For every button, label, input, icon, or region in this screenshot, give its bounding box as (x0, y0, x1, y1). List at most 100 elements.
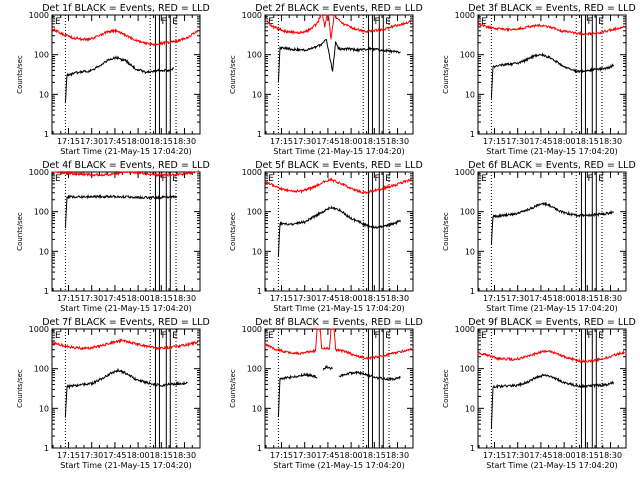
x-tick-label: 18:15 (576, 294, 599, 303)
x-axis-label: Start Time (21-May-15 17:04:20) (60, 461, 191, 470)
x-tick-label: 17:15 (270, 451, 293, 460)
y-tick-label: 10 (252, 90, 262, 99)
events-series-line (65, 196, 176, 229)
detector-panel: Det 5f BLACK = Events, RED = LLD 1 10 100 10… (229, 160, 423, 313)
x-tick-label: 18:15 (150, 451, 173, 460)
x-tick-label: 18:00 (553, 137, 576, 146)
x-axis-label: Start Time (21-May-15 17:04:20) (60, 147, 191, 156)
y-axis-label: Counts/sec (229, 55, 237, 94)
x-tick-label: 17:30 (80, 451, 103, 460)
x-tick-label: 18:00 (553, 294, 576, 303)
y-tick-label: 100 (247, 51, 262, 60)
y-tick-label: 1 (257, 130, 262, 139)
x-tick-label: 17:30 (293, 294, 316, 303)
y-tick-label: 1000 (455, 325, 475, 334)
y-tick-label: 1 (257, 287, 262, 296)
y-axis-label: Counts/sec (442, 369, 450, 408)
x-axis-label: Start Time (21-May-15 17:04:20) (486, 147, 617, 156)
y-tick-label: 1 (257, 444, 262, 453)
x-tick-label: 18:15 (576, 137, 599, 146)
lld-series-line (52, 28, 199, 46)
plot-frame (478, 15, 626, 134)
y-tick-label: 10 (252, 404, 262, 413)
marker-label: E (598, 17, 604, 27)
events-series-line (65, 57, 173, 104)
y-tick-label: 1000 (242, 325, 262, 334)
x-tick-label: 18:30 (173, 137, 196, 146)
events-series-line (278, 374, 317, 417)
x-tick-label: 18:30 (386, 137, 409, 146)
lld-series-line (478, 351, 625, 363)
detector-panel: Det 7f BLACK = Events, RED = LLD 1 10 100 10… (16, 317, 210, 470)
y-tick-label: 1 (44, 130, 49, 139)
x-tick-label: 17:45 (316, 451, 339, 460)
y-tick-label: 1000 (29, 168, 49, 177)
y-tick-label: 100 (34, 208, 49, 217)
x-tick-label: 18:30 (386, 451, 409, 460)
figure-canvas: Det 1f BLACK = Events, RED = LLD 1 10 100 10… (0, 0, 640, 480)
x-tick-label: 18:00 (340, 451, 363, 460)
panel-title: Det 6f BLACK = Events, RED = LLD (468, 160, 636, 171)
detector-panel: Det 4f BLACK = Events, RED = LLD11010010… (16, 160, 210, 313)
x-tick-label: 18:00 (127, 451, 150, 460)
y-tick-label: 100 (247, 365, 262, 374)
plot-frame (478, 172, 626, 291)
x-tick-label: 18:15 (576, 451, 599, 460)
y-tick-label: 1000 (242, 11, 262, 20)
x-tick-label: 18:30 (599, 294, 622, 303)
panel-title: Det 7f BLACK = Events, RED = LLD (42, 317, 210, 328)
y-tick-label: 100 (247, 208, 262, 217)
y-tick-label: 100 (34, 51, 49, 60)
y-tick-label: 10 (465, 90, 475, 99)
x-tick-label: 17:15 (483, 451, 506, 460)
events-series-line (323, 366, 332, 370)
y-axis-label: Counts/sec (442, 212, 450, 251)
y-tick-label: 100 (460, 208, 475, 217)
y-tick-label: 10 (465, 404, 475, 413)
marker-label: E (172, 17, 178, 27)
events-series-line (491, 374, 613, 428)
x-tick-label: 18:30 (386, 294, 409, 303)
x-tick-label: 18:00 (340, 294, 363, 303)
y-axis-label: Counts/sec (229, 369, 237, 408)
x-tick-label: 17:45 (529, 137, 552, 146)
y-axis-label: Counts/sec (16, 55, 24, 94)
x-tick-label: 18:00 (127, 294, 150, 303)
panel-title: Det 1f BLACK = Events, RED = LLD (42, 3, 210, 14)
detector-panel: Det 1f BLACK = Events, RED = LLD 1 10 100 10… (16, 3, 210, 156)
y-tick-label: 1000 (29, 325, 49, 334)
y-tick-label: 10 (39, 404, 49, 413)
detector-panel: Det 2f BLACK = Events, RED = LLD 1 10 100 10… (229, 3, 423, 156)
lld-series-line (52, 170, 199, 176)
plot-frame (52, 15, 200, 134)
panel-title: Det 2f BLACK = Events, RED = LLD (255, 3, 423, 14)
marker-label: E (55, 174, 61, 184)
marker-label: E (481, 331, 487, 341)
x-tick-label: 18:30 (599, 137, 622, 146)
x-axis-label: Start Time (21-May-15 17:04:20) (486, 461, 617, 470)
marker-label: E (55, 17, 61, 27)
marker-label: E (598, 331, 604, 341)
x-tick-label: 18:00 (340, 137, 363, 146)
y-tick-label: 1 (470, 130, 475, 139)
y-tick-label: 10 (465, 247, 475, 256)
x-tick-label: 18:15 (150, 137, 173, 146)
y-tick-label: 100 (460, 365, 475, 374)
panel-title: Det 3f BLACK = Events, RED = LLD (468, 3, 636, 14)
x-tick-label: 17:45 (529, 451, 552, 460)
x-tick-label: 17:30 (506, 451, 529, 460)
x-tick-label: 18:00 (553, 451, 576, 460)
events-series-line (65, 370, 187, 418)
x-tick-label: 18:15 (363, 137, 386, 146)
x-tick-label: 17:30 (80, 137, 103, 146)
marker-label: E (481, 174, 487, 184)
x-tick-label: 17:15 (483, 294, 506, 303)
panel-title: Det 9f BLACK = Events, RED = LLD (468, 317, 636, 328)
y-tick-label: 1000 (242, 168, 262, 177)
x-axis-label: Start Time (21-May-15 17:04:20) (273, 304, 404, 313)
x-tick-label: 17:15 (270, 294, 293, 303)
events-series-line (339, 372, 401, 380)
plot-frame (265, 15, 413, 134)
y-axis-label: Counts/sec (16, 212, 24, 251)
marker-label: E (385, 17, 391, 27)
